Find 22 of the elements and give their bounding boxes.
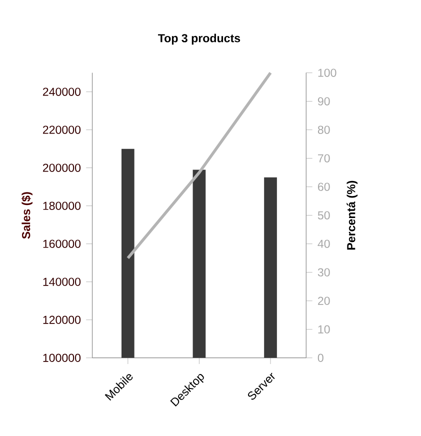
y-tick-label: 200000 (43, 164, 81, 172)
y2-tick-label: 20 (318, 296, 330, 305)
y-tick-label: 120000 (43, 316, 81, 324)
y2-tick-label: 80 (318, 126, 330, 134)
y-tick-label: 140000 (43, 278, 81, 286)
y-tick-label: 180000 (43, 202, 81, 210)
y-tick-label: 240000 (43, 88, 81, 96)
y2-tick-label: 10 (318, 325, 330, 334)
y2-tick-label: 30 (318, 268, 330, 276)
y2-tick-label: 70 (318, 154, 330, 162)
y2-tick-label: 50 (318, 211, 330, 220)
y-tick-label: 160000 (43, 240, 81, 248)
y2-tick-label: 60 (318, 182, 330, 191)
y2-tick-label: 0 (318, 354, 324, 362)
y2-tick-label: 100 (318, 68, 336, 77)
y2-axis-title: Percentá (%) (346, 180, 358, 250)
y-axis-title: Sales ($) (22, 192, 33, 239)
y-tick-label: 220000 (43, 126, 81, 134)
y2-tick-label: 40 (318, 240, 330, 248)
y-tick-label: 100000 (43, 354, 81, 362)
chart-title: Top 3 products (158, 34, 240, 45)
y2-tick-label: 90 (318, 97, 330, 106)
